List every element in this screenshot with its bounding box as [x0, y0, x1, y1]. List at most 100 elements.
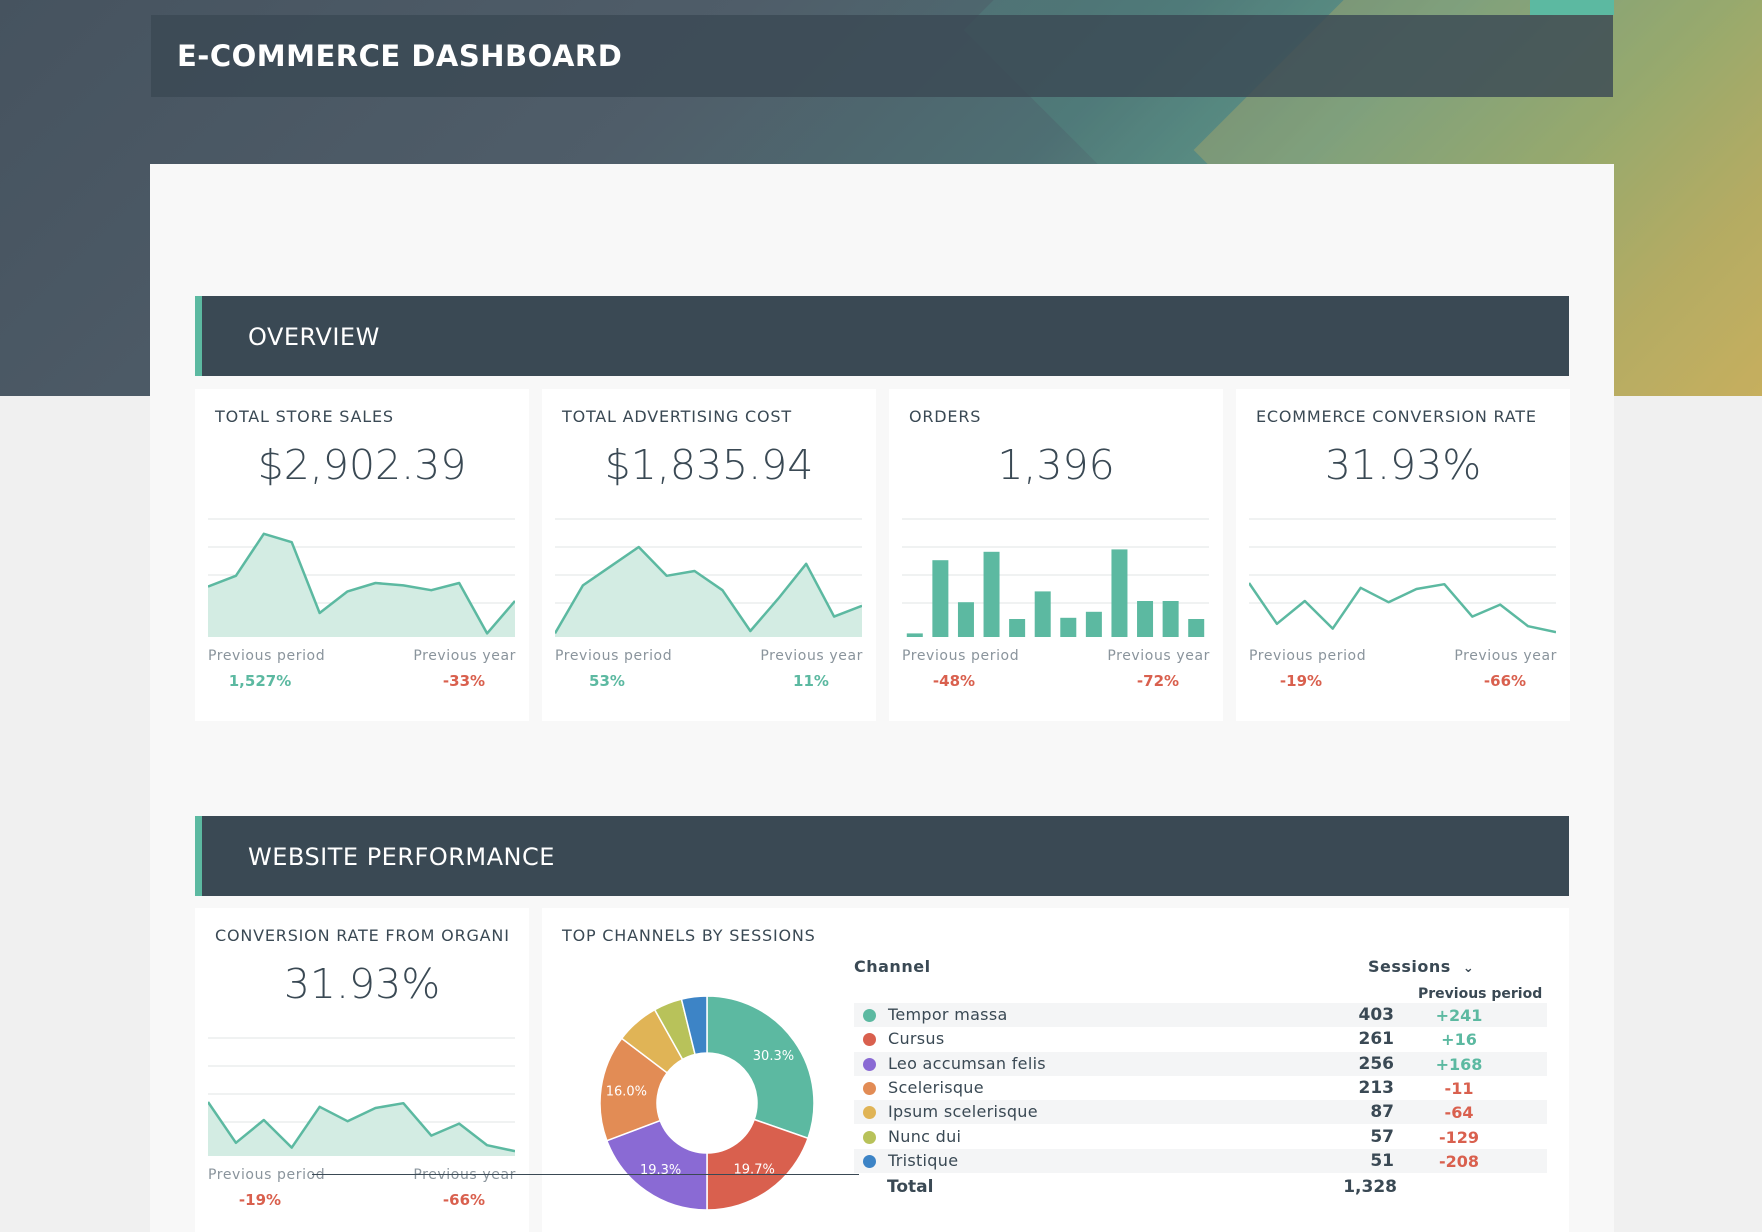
kpi-card[interactable]: ORDERS 1,396 Previous period Previous year -… [889, 389, 1223, 721]
previous-period-value: 1,527% [228, 672, 292, 690]
channel-sessions: 51 [1370, 1150, 1394, 1171]
table-row[interactable]: Ipsum scelerisque 87 -64 [854, 1100, 1547, 1125]
previous-year-label: Previous year [413, 648, 516, 664]
channel-name: Leo accumsan felis [888, 1053, 1046, 1073]
legend-dot [863, 1106, 876, 1120]
total-label: Total [887, 1177, 934, 1197]
channel-sessions: 213 [1358, 1077, 1395, 1098]
area-fill [208, 1102, 515, 1156]
previous-period-label: Previous period [208, 1167, 326, 1183]
table-row[interactable]: Scelerisque 213 -11 [854, 1076, 1547, 1100]
section-title: WEBSITE PERFORMANCE [248, 843, 555, 871]
kpi-value: 1,396 [997, 441, 1115, 489]
table-row[interactable]: Leo accumsan felis 256 +168 [854, 1051, 1547, 1076]
legend-dot [863, 1009, 876, 1022]
chevron-down-icon: ⌄ [1462, 961, 1475, 976]
previous-period-label: Previous period [555, 648, 673, 664]
sparkline-chart [902, 518, 1209, 637]
sparkline-chart [208, 518, 515, 637]
previous-period-value: -19% [1279, 672, 1323, 690]
kpi-card[interactable]: ECOMMERCE CONVERSION RATE 31.93% Previous … [1236, 389, 1570, 721]
previous-period-label: Previous period [902, 648, 1020, 664]
channel-name: Cursus [888, 1029, 945, 1049]
kpi-title: TOTAL STORE SALES [215, 407, 394, 426]
kpi-card-organic[interactable]: CONVERSION RATE FROM ORGANI 31.93% Previ… [195, 908, 529, 1232]
previous-period-value: 53% [589, 672, 625, 690]
table-row[interactable]: Nunc dui 57 -129 [854, 1125, 1547, 1149]
bar [1111, 549, 1128, 637]
column-header-channel: Channel [854, 957, 931, 976]
bar [957, 602, 974, 637]
legend-dot [863, 1081, 876, 1095]
legend-dot [863, 1130, 876, 1144]
kpi-title: ORDERS [909, 407, 982, 426]
previous-year-label: Previous year [760, 648, 863, 664]
table-row[interactable]: Tempor massa 403 +241 [854, 1003, 1547, 1027]
column-header-sessions[interactable]: Sessions ⌄ [1368, 957, 1475, 976]
area-fill [208, 533, 515, 637]
section-overview: OVERVIEW [195, 296, 1569, 376]
table-row[interactable]: Cursus 261 +16 [854, 1027, 1547, 1051]
total-divider [312, 1174, 859, 1175]
sparkline-chart [555, 518, 862, 637]
previous-year-label: Previous year [1107, 648, 1210, 664]
bar [1188, 619, 1205, 637]
previous-year-value: 11% [793, 672, 829, 690]
channel-previous: +16 [1441, 1030, 1477, 1050]
bar [1137, 601, 1154, 637]
donut-label: 30.3% [753, 1049, 794, 1064]
previous-year-value: -66% [442, 1191, 486, 1209]
channel-sessions: 256 [1358, 1053, 1395, 1074]
kpi-value: 31.93% [1324, 441, 1482, 489]
previous-year-value: -33% [442, 672, 486, 690]
donut-slice [605, 1119, 708, 1211]
previous-year-value: -72% [1136, 672, 1180, 690]
bar [932, 560, 949, 637]
channel-previous: -64 [1444, 1103, 1474, 1123]
table-row[interactable]: Tristique 51 -208 [854, 1148, 1547, 1173]
kpi-title: CONVERSION RATE FROM ORGANI [215, 926, 510, 945]
previous-period-label: Previous period [1249, 648, 1367, 664]
channel-name: Ipsum scelerisque [888, 1102, 1038, 1122]
donut-slice [680, 995, 708, 1056]
donut-label: 16.0% [606, 1084, 647, 1099]
channel-sessions: 261 [1358, 1029, 1395, 1050]
previous-year-label: Previous year [1454, 648, 1557, 664]
channel-sessions: 87 [1370, 1102, 1394, 1123]
sparkline-chart [1249, 518, 1556, 634]
dashboard-title: E-COMMERCE DASHBOARD [177, 39, 623, 73]
channel-sessions: 57 [1370, 1126, 1394, 1147]
donut-label: 19.3% [640, 1163, 681, 1178]
top-channels-card[interactable]: TOP CHANNELS BY SESSIONS 30.3% 19.7% 19.3%… [542, 908, 1569, 1232]
series-line [555, 545, 862, 635]
legend-dot [863, 1033, 876, 1047]
bar [906, 633, 923, 637]
kpi-card[interactable]: TOTAL STORE SALES $2,902.39 Previous perio… [195, 389, 529, 721]
kpi-value: $2,902.39 [257, 441, 467, 489]
previous-period-value: -48% [932, 672, 976, 690]
legend-dot [863, 1057, 876, 1071]
channel-previous: -129 [1438, 1127, 1480, 1147]
kpi-value: 31.93% [283, 960, 441, 1008]
channel-name: Tristique [888, 1150, 959, 1170]
previous-year-label: Previous year [413, 1167, 516, 1183]
channel-name: Nunc dui [888, 1126, 962, 1146]
bar [1085, 611, 1102, 637]
channel-previous: +241 [1435, 1006, 1483, 1025]
channel-previous: +168 [1435, 1054, 1483, 1074]
bar [1034, 591, 1051, 637]
dashboard-header: E-COMMERCE DASHBOARD [151, 15, 1613, 97]
sparkline-chart [208, 1037, 515, 1156]
kpi-card[interactable]: TOTAL ADVERTISING COST $1,835.94 Previous … [542, 389, 876, 721]
donut-slice [706, 1118, 809, 1211]
bar [983, 551, 1000, 637]
card-title: TOP CHANNELS BY SESSIONS [562, 926, 816, 945]
channel-previous: -208 [1438, 1151, 1480, 1171]
channel-sessions: 403 [1358, 1005, 1395, 1025]
kpi-title: TOTAL ADVERTISING COST [562, 407, 792, 426]
total-value: 1,328 [1343, 1177, 1397, 1197]
kpi-title: ECOMMERCE CONVERSION RATE [1256, 407, 1537, 426]
section-website-performance: WEBSITE PERFORMANCE [195, 816, 1569, 896]
channel-previous: -11 [1444, 1078, 1474, 1098]
channel-name: Scelerisque [888, 1077, 984, 1097]
